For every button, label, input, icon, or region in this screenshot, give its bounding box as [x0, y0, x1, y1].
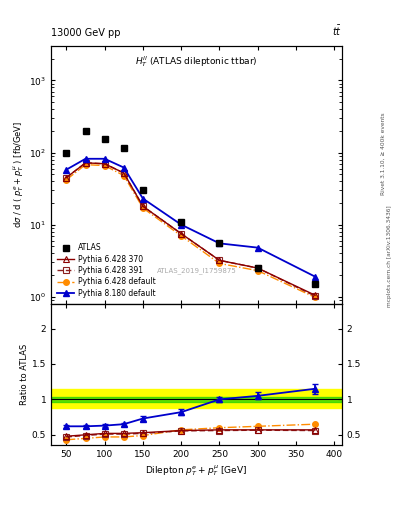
Text: mcplots.cern.ch [arXiv:1306.3436]: mcplots.cern.ch [arXiv:1306.3436] — [387, 205, 392, 307]
Y-axis label: d$\sigma$ / d ( $p_T^e + p_T^{\mu}$ ) [fb/GeV]: d$\sigma$ / d ( $p_T^e + p_T^{\mu}$ ) [f… — [11, 121, 26, 228]
X-axis label: Dilepton $p_T^e + p_T^{\mu}$ [GeV]: Dilepton $p_T^e + p_T^{\mu}$ [GeV] — [145, 463, 248, 478]
Y-axis label: Ratio to ATLAS: Ratio to ATLAS — [20, 344, 29, 405]
Bar — [51, 397, 342, 402]
Legend: ATLAS, Pythia 6.428 370, Pythia 6.428 391, Pythia 6.428 default, Pythia 8.180 de: ATLAS, Pythia 6.428 370, Pythia 6.428 39… — [55, 241, 158, 300]
Text: $H_T^{ll}$ (ATLAS dileptonic ttbar): $H_T^{ll}$ (ATLAS dileptonic ttbar) — [135, 54, 258, 69]
Text: Rivet 3.1.10, ≥ 400k events: Rivet 3.1.10, ≥ 400k events — [381, 112, 386, 195]
Text: ATLAS_2019_I1759875: ATLAS_2019_I1759875 — [157, 267, 236, 273]
Text: 13000 GeV pp: 13000 GeV pp — [51, 28, 121, 38]
Bar — [51, 390, 342, 408]
Text: $t\bar{t}$: $t\bar{t}$ — [332, 25, 342, 38]
